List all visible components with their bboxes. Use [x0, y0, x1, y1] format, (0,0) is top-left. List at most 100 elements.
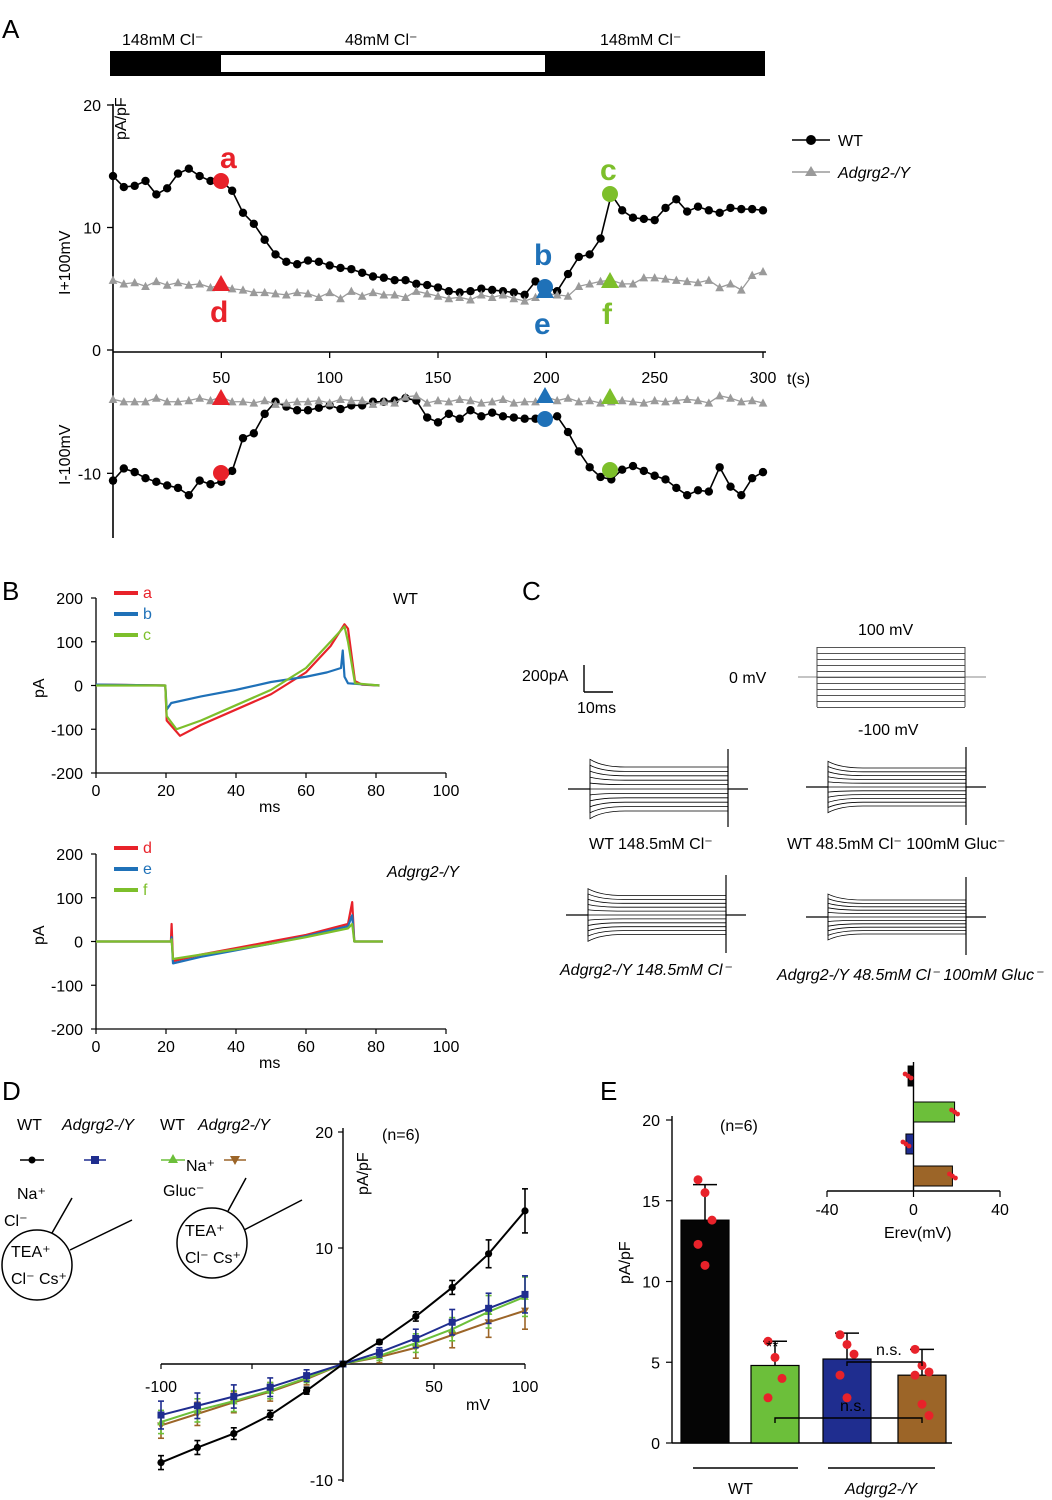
d-legend-ko1: Adgrg2-/Y — [61, 1117, 135, 1134]
a-bottom-wt-point — [628, 461, 638, 471]
a-bottom-wt-point — [639, 466, 649, 476]
c-wt-cl-sweep — [589, 770, 729, 789]
panel-label-d: D — [2, 1076, 21, 1106]
a-bottom-ko-point — [325, 398, 335, 407]
a-top-ko-point — [227, 284, 237, 293]
a-top-ko-point — [758, 267, 768, 276]
c-ko-cl-sweep — [587, 893, 727, 915]
b-y-tick-label: 100 — [56, 635, 83, 652]
panel-e-erev-inset: -40 0 40 — [815, 1062, 1009, 1219]
b-top-legend: a b c — [114, 585, 152, 644]
legend-wt-marker — [806, 135, 816, 145]
a-top-ko-point — [238, 285, 248, 294]
d-cell2-tea: TEA⁺ — [185, 1223, 225, 1240]
a-bottom-ko-point — [195, 393, 205, 402]
a-top-ko-point — [390, 290, 400, 299]
a-x-tick-label: 150 — [425, 370, 452, 387]
panel-b-wt-chart: 0 20 40 60 80 100 -200 -100 0 100 200 — [51, 591, 459, 800]
d-point-wt — [266, 1411, 274, 1419]
a-top-wt-point — [173, 169, 183, 178]
c-wt-cl-sweep — [589, 782, 729, 789]
a-bottom-ko-point — [747, 395, 757, 405]
a-top-ko-point — [346, 286, 356, 295]
b-trace-e — [96, 914, 383, 965]
c-ko-gluc-sweep — [827, 917, 967, 936]
protocol-step — [817, 683, 965, 684]
c-ko-gluc-sweep — [827, 917, 967, 923]
a-bottom-wt-point — [585, 463, 594, 472]
e-data-point — [763, 1393, 773, 1403]
legend-c: c — [143, 627, 151, 644]
a-bottom-wt-point — [574, 447, 584, 456]
a-top-ko-point — [422, 289, 432, 298]
b-ko-label: Adgrg2-/Y — [386, 864, 460, 881]
a-top-wt-point — [108, 171, 118, 181]
a-top-wt-point — [726, 203, 735, 213]
e-data-point — [835, 1330, 845, 1340]
a-bottom-ko-point — [130, 397, 140, 406]
d-legend-ko2-marker — [230, 1156, 240, 1165]
a-top-ko-point — [476, 290, 486, 299]
a-top-wt-point — [379, 273, 389, 282]
b-y-tick-label: 100 — [56, 891, 83, 908]
a-top-wt-point — [162, 184, 172, 193]
b-x-tick-label: 20 — [157, 1039, 175, 1056]
a-top-wt-point — [336, 263, 345, 273]
d-n-label: (n=6) — [382, 1127, 420, 1144]
legend-e: e — [143, 861, 152, 878]
d-point-ko — [375, 1348, 383, 1356]
a-top-wt-point — [444, 287, 454, 296]
b-x-tick-label: 40 — [227, 783, 245, 800]
legend-f: f — [143, 882, 148, 899]
e-data-point — [693, 1175, 703, 1185]
c-wt-gluc-sweep — [827, 787, 967, 793]
d-cell1-cl: Cl⁻ — [4, 1213, 28, 1230]
a-top-wt-point — [747, 204, 757, 214]
marker-c-bottom — [602, 462, 618, 478]
d-point-wt — [412, 1312, 420, 1321]
a-bottom-wt-point — [487, 408, 497, 417]
d-point-ko — [193, 1402, 201, 1410]
a-bottom-wt-point — [552, 412, 562, 421]
a-bottom-wt-point — [238, 433, 248, 443]
legend-wt: WT — [838, 133, 863, 150]
panel-label-a: A — [2, 14, 20, 44]
a-x-tick-label: 300 — [750, 370, 777, 387]
b-y-tick-label: -200 — [51, 1022, 83, 1039]
e-data-point — [700, 1260, 710, 1270]
b-x-tick-label: 80 — [367, 1039, 385, 1056]
a-top-wt-point — [693, 202, 703, 211]
c-wt-gluc-sweep — [827, 787, 967, 803]
legend-b: b — [143, 606, 152, 623]
d-y-tick-label: -10 — [310, 1473, 333, 1490]
a-bottom-ko-point — [422, 398, 432, 407]
d-cell1-na: Na⁺ — [17, 1186, 46, 1203]
marker-b-bottom — [537, 411, 553, 427]
a-top-ko-point — [357, 291, 367, 300]
a-top-wt-point — [574, 252, 584, 262]
a-top-ko-point — [141, 281, 150, 290]
a-bottom-ko-point — [552, 395, 562, 405]
c-wt-gluc-sweep — [827, 787, 967, 809]
marker-d-bottom — [212, 389, 230, 405]
e-y-tick-label: 20 — [642, 1113, 660, 1130]
a-top-wt-point — [661, 203, 670, 213]
a-ylabel-units: pA/pF — [113, 97, 130, 140]
a-bottom-ko-point — [281, 398, 291, 407]
a-top-ko-point — [661, 274, 670, 283]
a-top-wt-point — [314, 257, 324, 266]
protocol-step — [817, 659, 965, 660]
a-top-wt-point — [596, 234, 605, 243]
a-top-ko-point — [693, 278, 703, 287]
a-top-wt-point — [347, 264, 356, 274]
e-group-ko: Adgrg2-/Y — [844, 1481, 918, 1498]
a-top-ko-point — [563, 291, 573, 300]
b-y-tick-label: -100 — [51, 978, 83, 995]
d-x-tick-label: 50 — [425, 1379, 443, 1396]
e-y-tick-label: 15 — [642, 1194, 660, 1211]
e-data-point — [924, 1411, 934, 1421]
a-top-ko-point — [260, 287, 270, 297]
a-bottom-wt-point — [444, 409, 454, 419]
a-top-wt-point — [401, 275, 410, 285]
legend-ko-marker — [805, 166, 817, 176]
